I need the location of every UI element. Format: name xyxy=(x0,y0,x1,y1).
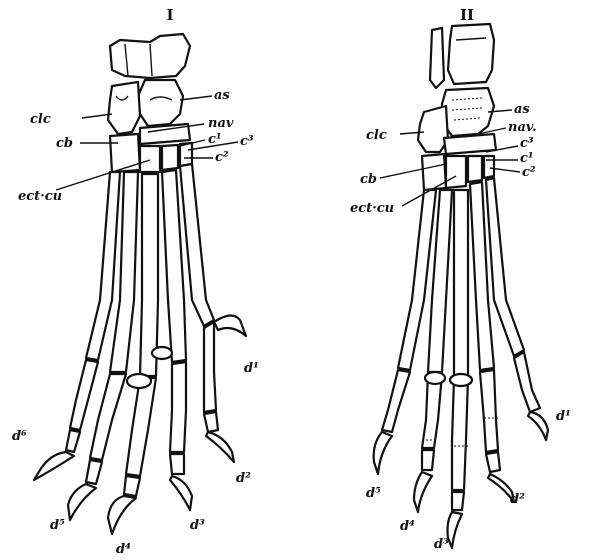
figure-2-labels: as clc nav. c³ c¹ c² cb ect·cu d¹ d² d³ … xyxy=(350,102,571,552)
label-d5: d⁵ xyxy=(50,518,65,533)
figure-2-astragalus xyxy=(440,86,496,138)
figure-2-cuneiforms xyxy=(444,154,496,190)
label-d2: d² xyxy=(236,471,251,486)
label-clc-2: clc xyxy=(366,128,387,143)
figure-1-labels: as clc nav cb c¹ c³ c² ect·cu d¹ d² d³ d… xyxy=(12,88,259,557)
label-d6: d⁶ xyxy=(12,429,27,444)
label-c1: c¹ xyxy=(208,132,222,147)
label-d3-2: d³ xyxy=(434,537,449,552)
label-cb: cb xyxy=(56,136,73,151)
label-nav-2: nav. xyxy=(508,120,537,135)
label-c3-2: c³ xyxy=(520,136,534,151)
label-d4-2: d⁴ xyxy=(400,519,415,534)
figure-2: II xyxy=(350,6,571,552)
label-c3: c³ xyxy=(240,134,254,149)
label-c2: c² xyxy=(215,150,229,165)
label-ect-cu-2: ect·cu xyxy=(350,201,394,216)
label-as: as xyxy=(214,88,230,103)
label-c2-2: c² xyxy=(522,165,536,180)
figure-1-metatarsals xyxy=(84,162,216,378)
figure-1-numeral: I xyxy=(166,6,173,24)
figure-1-cuboid xyxy=(108,132,142,174)
figure-1-leaders xyxy=(55,95,239,191)
figure-1-calcaneum xyxy=(106,80,142,136)
label-nav: nav xyxy=(208,116,234,131)
label-d5-2: d⁵ xyxy=(366,486,381,501)
label-as-2: as xyxy=(514,102,530,117)
figure-1-claws xyxy=(32,314,248,536)
figure-1-astragalus xyxy=(136,78,185,128)
figure-2-leaders xyxy=(379,109,521,207)
figure-1-phalanges xyxy=(64,320,220,498)
label-d3: d³ xyxy=(190,518,205,533)
figure-2-claws xyxy=(372,410,550,550)
label-d1: d¹ xyxy=(244,361,259,376)
figure-2-calcaneum xyxy=(416,104,450,154)
figure-2-leg-stump xyxy=(428,22,496,90)
label-ect-cu: ect·cu xyxy=(18,189,62,204)
label-cb-2: cb xyxy=(360,172,377,187)
figure-2-cuboid xyxy=(420,152,448,192)
label-d4: d⁴ xyxy=(116,542,131,557)
label-d1-2: d¹ xyxy=(556,409,571,424)
label-d2-2: d² xyxy=(510,492,525,507)
label-c1-2: c¹ xyxy=(520,151,534,166)
figure-2-phalanges xyxy=(380,350,542,512)
figure-1-navicular xyxy=(138,122,192,146)
figure-1-leg-stump xyxy=(108,32,192,80)
figure-2-metatarsals xyxy=(396,176,526,378)
figure-1: I xyxy=(12,6,259,557)
label-clc: clc xyxy=(30,112,51,127)
figure-2-numeral: II xyxy=(460,6,474,24)
